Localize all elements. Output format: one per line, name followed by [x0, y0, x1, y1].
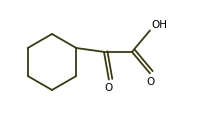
Text: O: O: [105, 83, 113, 93]
Text: OH: OH: [151, 20, 167, 30]
Text: O: O: [147, 77, 155, 87]
